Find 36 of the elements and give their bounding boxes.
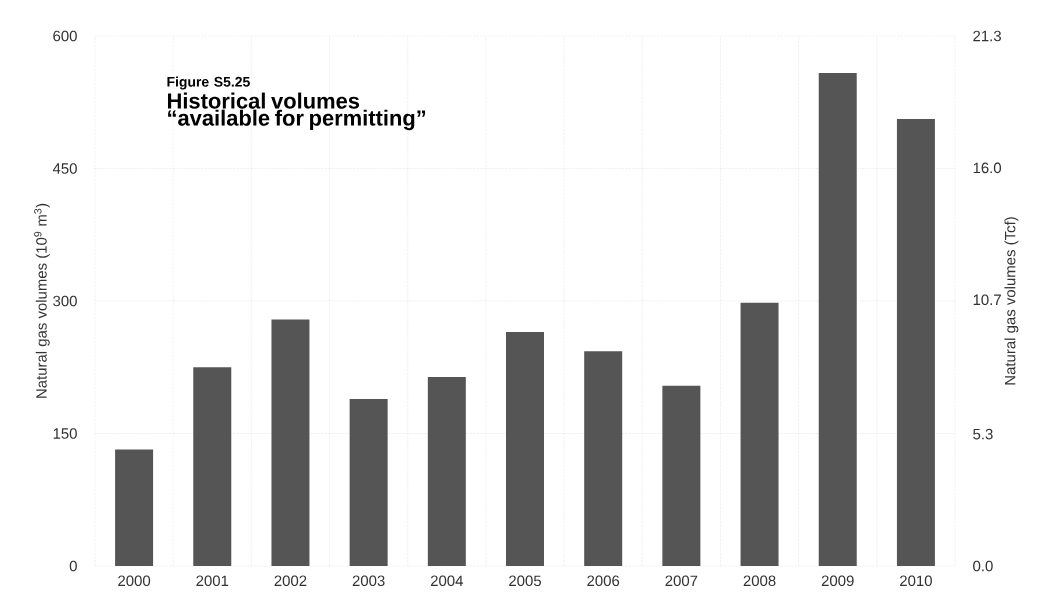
bar [506,331,544,566]
y-tick-label: 450 [52,163,77,174]
bar [662,385,701,566]
text: Figure S5.25 [167,76,250,90]
bar [193,367,232,566]
y2-tick-label: 0.0 [973,560,993,572]
bar [115,449,154,566]
y-tick-label: 0 [69,560,77,572]
x-tick-label: 2001 [196,575,229,587]
y-tick-label: 150 [53,428,77,439]
x-tick-label: 2008 [743,575,776,587]
y-axis-title: Natural gas volumes (10$^{9}$ m$^{3}$) [34,203,50,398]
x-tick-label: 2006 [587,575,620,587]
y2-tick-label: 21.3 [973,30,1001,42]
bar [740,302,779,566]
bar [271,319,310,566]
x-tick-label: 2009 [821,575,854,587]
bar [896,119,935,566]
bar [427,376,466,566]
y-tick-label: 600 [53,30,77,42]
y-tick-label: 300 [53,295,77,307]
bar [349,399,388,566]
bar [818,73,857,566]
y2-tick-label: 5.3 [973,428,993,440]
y2-tick-label: 16.0 [973,162,1002,174]
x-tick-label: 2007 [665,575,698,587]
bar [584,351,623,566]
x-tick-label: 2002 [274,575,307,587]
text: Historical volumes “available for permitting” [167,92,426,131]
y2-axis-title: Natural gas volumes (Tcf) [1004,217,1019,385]
x-tick-label: 2003 [352,575,385,587]
y2-tick-label: 10.7 [973,294,1001,306]
x-tick-label: 2010 [900,575,932,587]
x-tick-label: 2000 [118,575,151,587]
x-tick-label: 2005 [509,575,541,587]
x-tick-label: 2004 [430,575,463,587]
